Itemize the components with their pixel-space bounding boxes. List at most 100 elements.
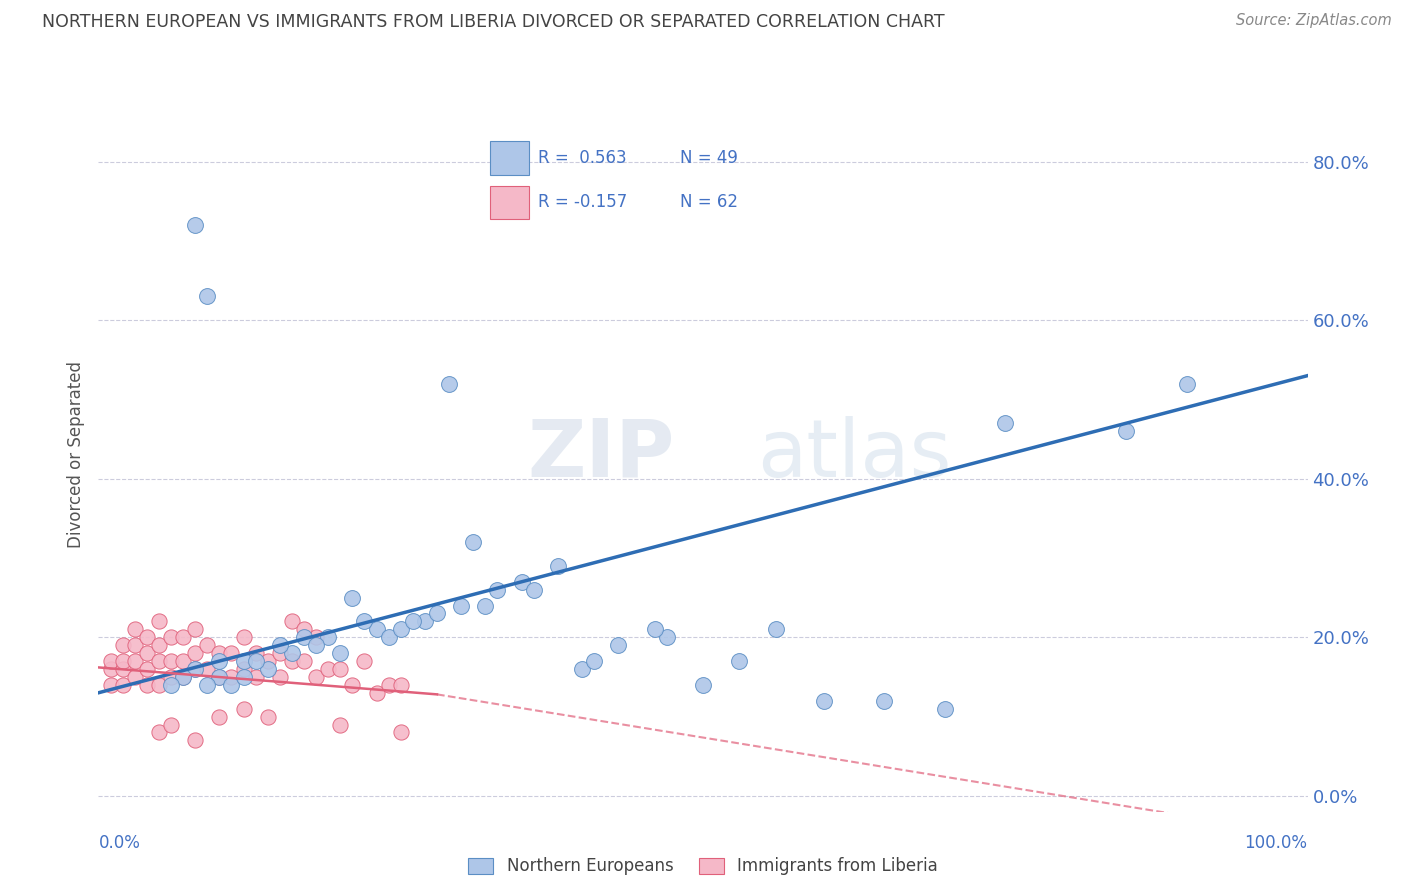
Point <box>256 654 278 668</box>
Point <box>111 638 134 652</box>
Point <box>135 662 157 676</box>
Point <box>329 717 352 731</box>
Point <box>305 630 328 644</box>
Point <box>269 670 291 684</box>
Point <box>934 701 956 715</box>
Point <box>269 638 291 652</box>
Point <box>195 638 218 652</box>
Point <box>873 694 896 708</box>
Point <box>607 638 630 652</box>
Text: R =  0.563: R = 0.563 <box>537 149 626 167</box>
Point <box>100 678 122 692</box>
Bar <box>491 186 530 219</box>
Point <box>208 670 231 684</box>
Point <box>316 630 339 644</box>
Point <box>353 615 375 629</box>
Point <box>148 615 170 629</box>
Text: Source: ZipAtlas.com: Source: ZipAtlas.com <box>1236 13 1392 29</box>
Point <box>728 654 751 668</box>
Point <box>389 623 412 637</box>
Point <box>172 630 194 644</box>
Point <box>292 630 315 644</box>
Point <box>329 646 352 660</box>
Point <box>450 599 472 613</box>
Point <box>245 670 267 684</box>
Point <box>148 638 170 652</box>
Point <box>474 599 496 613</box>
Point <box>510 574 533 589</box>
Point <box>195 678 218 692</box>
Point <box>208 654 231 668</box>
Point <box>135 630 157 644</box>
Point <box>135 678 157 692</box>
Point <box>486 582 509 597</box>
Point <box>184 733 207 747</box>
Point <box>402 615 425 629</box>
Point <box>281 646 304 660</box>
Point <box>111 662 134 676</box>
Point <box>111 654 134 668</box>
Point <box>256 662 278 676</box>
Point <box>342 591 364 605</box>
Point <box>148 725 170 739</box>
Point <box>583 654 606 668</box>
Point <box>160 654 183 668</box>
Point <box>195 289 218 303</box>
Point <box>366 623 388 637</box>
Point <box>523 582 546 597</box>
Point <box>195 662 218 676</box>
Text: N = 62: N = 62 <box>679 194 738 211</box>
Point <box>813 694 835 708</box>
Point <box>692 678 714 692</box>
Point <box>305 638 328 652</box>
Point <box>221 646 243 660</box>
Text: 0.0%: 0.0% <box>98 834 141 852</box>
Point <box>765 623 787 637</box>
Point <box>256 709 278 723</box>
Point <box>148 678 170 692</box>
Point <box>208 646 231 660</box>
Point <box>329 662 352 676</box>
Point <box>655 630 678 644</box>
Point <box>547 558 569 573</box>
Point <box>208 670 231 684</box>
Point <box>160 717 183 731</box>
Text: N = 49: N = 49 <box>679 149 737 167</box>
Point <box>269 646 291 660</box>
Point <box>184 623 207 637</box>
Point <box>245 654 267 668</box>
Point <box>413 615 436 629</box>
Point <box>160 630 183 644</box>
Point <box>160 670 183 684</box>
Text: NORTHERN EUROPEAN VS IMMIGRANTS FROM LIBERIA DIVORCED OR SEPARATED CORRELATION C: NORTHERN EUROPEAN VS IMMIGRANTS FROM LIB… <box>42 13 945 31</box>
Point <box>172 654 194 668</box>
Point <box>426 607 449 621</box>
Point <box>221 670 243 684</box>
Point <box>316 662 339 676</box>
Point <box>232 670 254 684</box>
Point <box>100 654 122 668</box>
Point <box>232 662 254 676</box>
Point <box>377 678 399 692</box>
Point <box>208 709 231 723</box>
Point <box>281 654 304 668</box>
Point <box>571 662 593 676</box>
Point <box>232 630 254 644</box>
Point <box>184 662 207 676</box>
Point <box>994 416 1017 430</box>
Point <box>292 654 315 668</box>
Text: atlas: atlas <box>758 416 952 494</box>
Text: ZIP: ZIP <box>527 416 675 494</box>
Point <box>172 670 194 684</box>
Point <box>100 662 122 676</box>
Point <box>124 638 146 652</box>
Point <box>135 646 157 660</box>
Point <box>644 623 666 637</box>
Point <box>463 535 485 549</box>
Point <box>124 623 146 637</box>
Point <box>232 654 254 668</box>
Text: R = -0.157: R = -0.157 <box>537 194 627 211</box>
Point <box>124 654 146 668</box>
Legend: Northern Europeans, Immigrants from Liberia: Northern Europeans, Immigrants from Libe… <box>461 851 945 882</box>
Point <box>292 623 315 637</box>
